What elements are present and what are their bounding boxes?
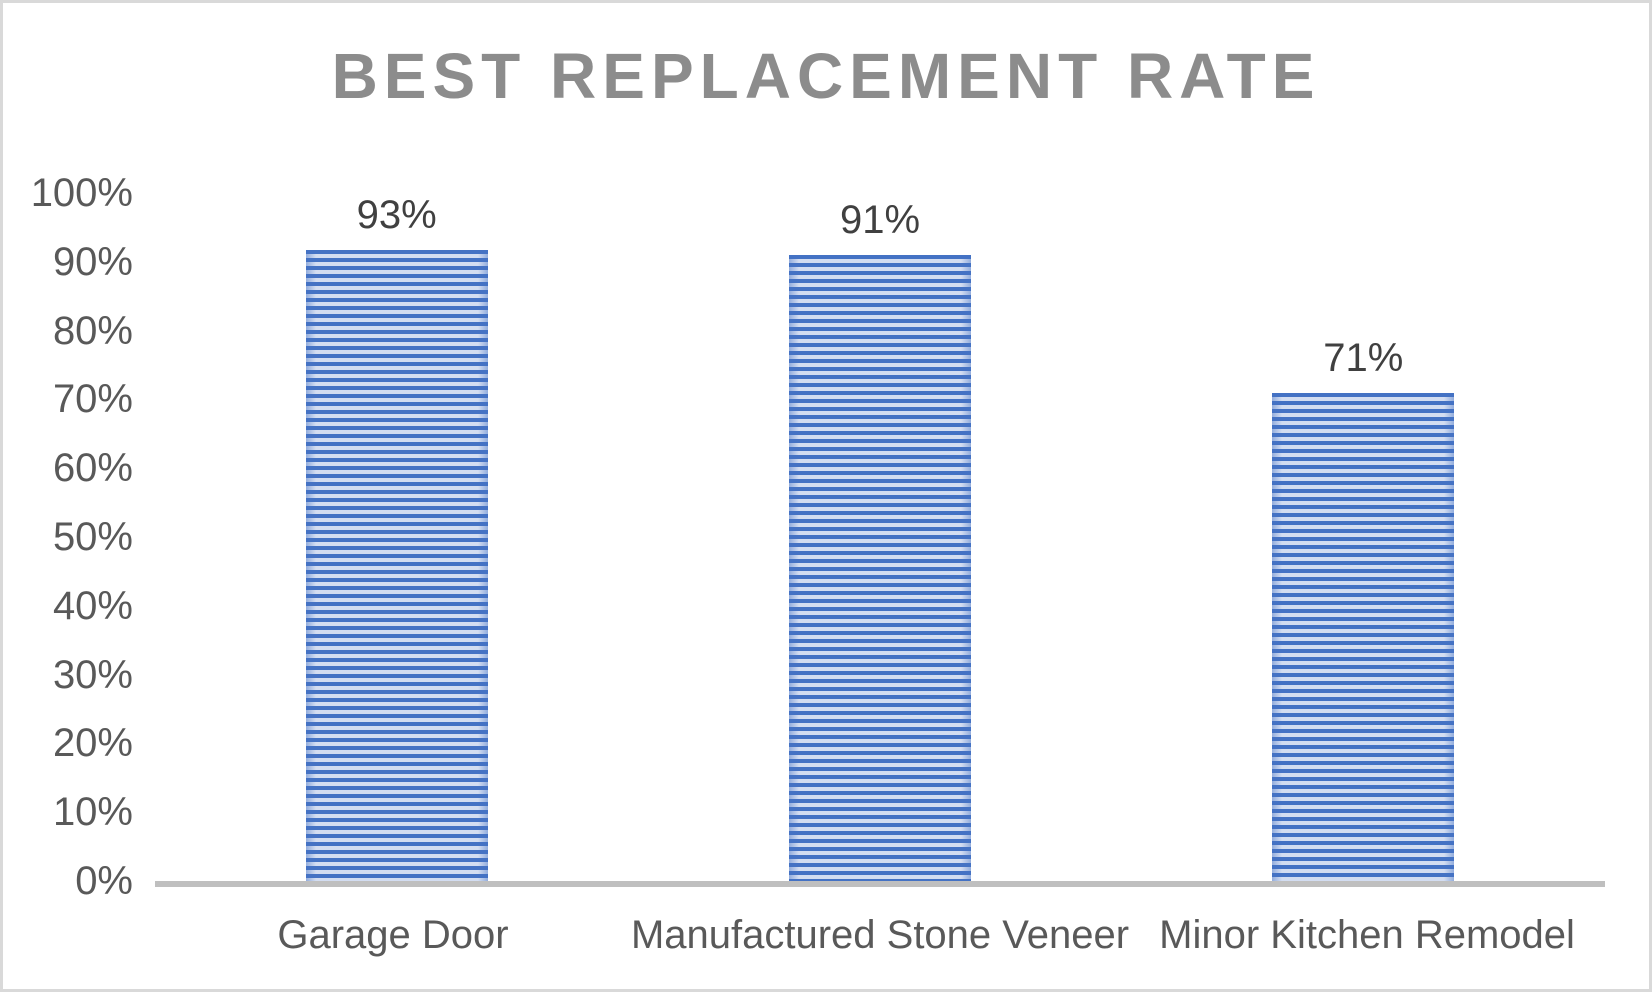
bar-column: 71%: [1122, 193, 1605, 882]
y-axis-tick-label: 50%: [52, 515, 133, 559]
y-axis-tick-label: 90%: [52, 239, 133, 284]
y-axis-tick-label: 0%: [75, 859, 133, 903]
x-axis-category-label: Garage Door: [277, 913, 509, 957]
y-axis-tick-label: 70%: [52, 377, 133, 422]
bar: [305, 250, 488, 881]
y-axis-tick-label: 30%: [52, 652, 133, 697]
y-axis-tick-label: 10%: [52, 790, 133, 835]
x-axis-category-label: Minor Kitchen Remodel: [1159, 913, 1575, 957]
y-axis-labels: 0% 10% 20% 30% 40% 50% 60% 70% 80% 90% 100%: [3, 3, 133, 989]
x-axis-category-label: Manufactured Stone Veneer: [630, 913, 1130, 957]
y-axis-tick-label: 20%: [52, 721, 133, 766]
bar-data-label: 93%: [356, 193, 437, 237]
bar-column: 93%: [155, 193, 638, 881]
x-axis-line: [155, 881, 1605, 887]
bar-data-label: 71%: [1323, 335, 1404, 380]
plot-area: 93% 91% 71%: [155, 193, 1605, 882]
y-axis-tick-label: 100%: [30, 171, 133, 215]
bar: [1272, 392, 1455, 882]
bar: [788, 254, 971, 882]
bar-data-label: 91%: [839, 197, 921, 242]
y-axis-tick-label: 60%: [52, 446, 133, 491]
y-axis-tick-label: 40%: [52, 583, 133, 628]
bar-column: 91%: [638, 193, 1121, 882]
x-axis-labels: Garage Door Manufactured Stone Veneer Mino…: [155, 911, 1605, 959]
y-axis-tick-label: 80%: [52, 308, 133, 353]
chart-title: BEST REPLACEMENT RATE: [331, 40, 1321, 112]
